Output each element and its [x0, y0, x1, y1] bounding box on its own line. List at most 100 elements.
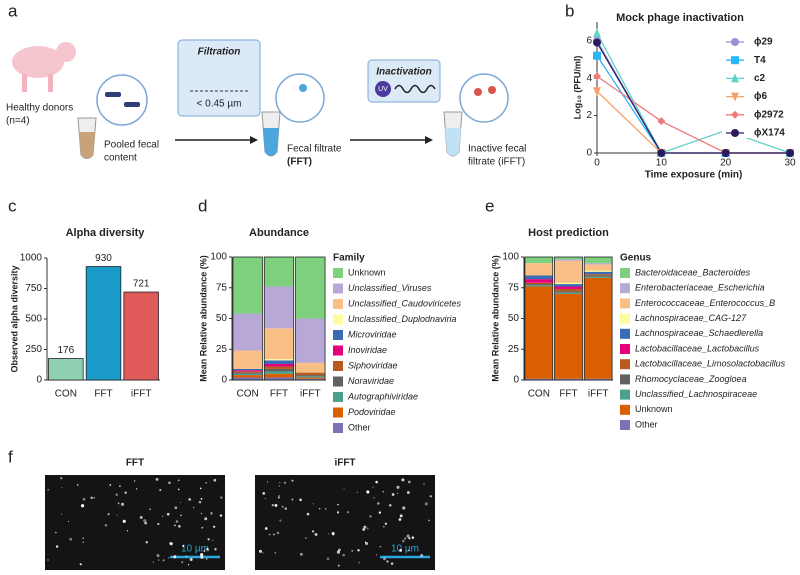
speck — [347, 511, 350, 514]
speck — [391, 493, 395, 496]
bar-segment — [264, 366, 294, 369]
speck — [212, 539, 214, 541]
speck — [271, 504, 274, 507]
speck — [358, 561, 361, 564]
micrograph — [255, 475, 435, 570]
y-axis-label: Mean Relative abundance (%) — [198, 255, 208, 382]
legend-label: ϕ29 — [754, 37, 773, 48]
speck — [429, 495, 433, 498]
speck — [173, 555, 177, 559]
speck — [356, 491, 359, 494]
speck — [158, 559, 160, 561]
bar-outline — [583, 256, 613, 381]
bar-segment — [584, 275, 613, 277]
speck — [379, 545, 382, 548]
x-tick-label: 10 — [656, 158, 668, 169]
bar — [85, 266, 122, 381]
bar-segment — [295, 257, 326, 319]
speck — [156, 554, 160, 558]
speck — [178, 525, 181, 528]
bar-segment — [554, 378, 583, 380]
legend-swatch — [620, 374, 630, 385]
speck — [274, 551, 277, 554]
legend-label: Lachnospiraceae_CAG-127 — [635, 313, 747, 323]
legend-label: ϕ2972 — [754, 109, 784, 120]
speck — [55, 545, 59, 548]
legend-swatch — [620, 420, 630, 430]
legend-marker — [731, 56, 739, 65]
speck — [90, 496, 93, 500]
speck — [115, 493, 118, 496]
legend-swatch — [620, 344, 630, 354]
series-line — [596, 42, 790, 154]
speck — [200, 512, 203, 515]
speck — [76, 484, 79, 486]
panel-label: c — [8, 196, 17, 215]
x-tick-label: 0 — [594, 158, 600, 169]
panel-label: b — [565, 1, 574, 20]
speck — [369, 515, 372, 518]
speck — [279, 519, 282, 522]
speck — [124, 491, 127, 495]
label: (FFT) — [287, 157, 312, 168]
speck — [166, 512, 170, 516]
bar-segment — [264, 359, 294, 361]
x-tick-label: CON — [237, 389, 259, 400]
y-axis-label: Mean Relative abundance (%) — [490, 255, 500, 382]
speck — [143, 519, 147, 523]
marker — [721, 149, 730, 157]
bar-segment — [554, 288, 583, 292]
speck — [384, 522, 388, 525]
speck — [157, 522, 160, 526]
speck — [373, 496, 375, 499]
speck — [167, 557, 170, 559]
y-tick-label: 50 — [216, 313, 228, 324]
legend-box — [722, 34, 794, 138]
uv-lamp — [375, 81, 391, 97]
legend-marker — [731, 73, 739, 83]
legend-swatch — [333, 299, 343, 309]
micrograph-label: iFFT — [334, 458, 355, 469]
speck — [82, 537, 84, 539]
bar-segment — [295, 377, 326, 379]
speck — [213, 478, 217, 482]
x-tick-label: CON — [55, 389, 77, 400]
y-tick-label: 75 — [508, 282, 520, 293]
label: Fecal filtrate — [287, 144, 342, 155]
legend-marker — [731, 129, 739, 137]
speck — [423, 483, 425, 486]
legend-label: Podoviridae — [348, 407, 396, 417]
speck — [291, 479, 294, 482]
speck — [199, 487, 202, 490]
y-tick-label: 100 — [502, 252, 519, 263]
label: Pooled fecal — [104, 140, 159, 151]
speck — [117, 502, 120, 505]
speck — [343, 488, 345, 490]
bar-segment — [524, 282, 553, 285]
speck — [314, 532, 318, 536]
bar-segment — [524, 284, 553, 286]
speck — [177, 479, 180, 482]
speck — [80, 504, 85, 508]
pig-head — [56, 42, 76, 62]
pig-leg — [48, 74, 53, 92]
marker — [593, 72, 601, 81]
legend-swatch — [333, 392, 343, 402]
speck — [200, 555, 204, 559]
x-tick-label: iFFT — [131, 389, 152, 400]
y-tick-label: 75 — [216, 282, 228, 293]
series-line — [596, 32, 791, 154]
bar-segment — [524, 378, 553, 380]
speck — [268, 533, 271, 536]
speck — [299, 552, 303, 556]
legend-swatch — [333, 376, 343, 387]
bar-segment — [232, 373, 263, 376]
speck — [162, 559, 165, 562]
bar-outline — [232, 256, 263, 381]
tube-content — [79, 132, 95, 159]
speck — [204, 517, 208, 521]
x-tick-label: FFT — [270, 389, 288, 400]
chart-title: Abundance — [249, 227, 309, 239]
speck — [162, 515, 164, 517]
speck — [109, 484, 112, 486]
